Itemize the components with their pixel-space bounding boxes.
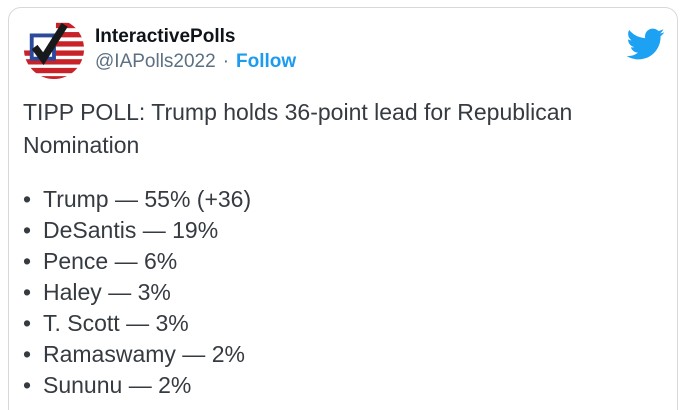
poll-results-list: • Trump — 55% (+36) • DeSantis — 19% • Penc…: [23, 184, 661, 401]
bullet-marker: •: [23, 279, 32, 305]
poll-line-text: DeSantis — 19%: [43, 217, 219, 243]
poll-list-item: • DeSantis — 19%: [23, 215, 661, 246]
poll-list-item: • Sununu — 2%: [23, 370, 661, 401]
author-subline: @IAPolls2022 · Follow: [95, 49, 296, 74]
poll-list-item: • Haley — 3%: [23, 277, 661, 308]
embedded-tweet-card: InteractivePolls @IAPolls2022 · Follow TIP…: [8, 7, 678, 410]
poll-line-text: Ramaswamy — 2%: [43, 341, 245, 367]
poll-list-item: • T. Scott — 3%: [23, 308, 661, 339]
bullet-marker: •: [23, 310, 32, 336]
poll-list-item: • Pence — 6%: [23, 246, 661, 277]
bullet-marker: •: [23, 341, 32, 367]
author-name[interactable]: InteractivePolls: [95, 26, 236, 47]
bullet-marker: •: [23, 186, 32, 212]
poll-line-text: Sununu — 2%: [43, 372, 192, 398]
twitter-bird-icon: [626, 28, 665, 60]
us-flag-ballot-check-icon: [23, 18, 85, 80]
poll-line-text: Pence — 6%: [43, 248, 178, 274]
tweet-headline: TIPP POLL: Trump holds 36-point lead for…: [23, 99, 573, 158]
poll-list-item: • Trump — 55% (+36): [23, 184, 661, 215]
tweet-body: TIPP POLL: Trump holds 36-point lead for…: [23, 96, 661, 401]
avatar[interactable]: [23, 18, 85, 80]
poll-line-text: Haley — 3%: [43, 279, 171, 305]
tweet-header: InteractivePolls @IAPolls2022 · Follow: [23, 18, 661, 80]
poll-line-text: T. Scott — 3%: [43, 310, 189, 336]
bullet-marker: •: [23, 217, 32, 243]
bullet-marker: •: [23, 248, 32, 274]
bullet-marker: •: [23, 372, 32, 398]
twitter-logo-button[interactable]: [623, 24, 667, 64]
poll-list-item: • Ramaswamy — 2%: [23, 339, 661, 370]
author-handle[interactable]: @IAPolls2022: [95, 51, 216, 72]
follow-button[interactable]: Follow: [236, 51, 297, 72]
dot-separator: ·: [222, 51, 230, 72]
poll-line-text: Trump — 55% (+36): [43, 186, 252, 212]
author-block: InteractivePolls @IAPolls2022 · Follow: [95, 18, 296, 74]
